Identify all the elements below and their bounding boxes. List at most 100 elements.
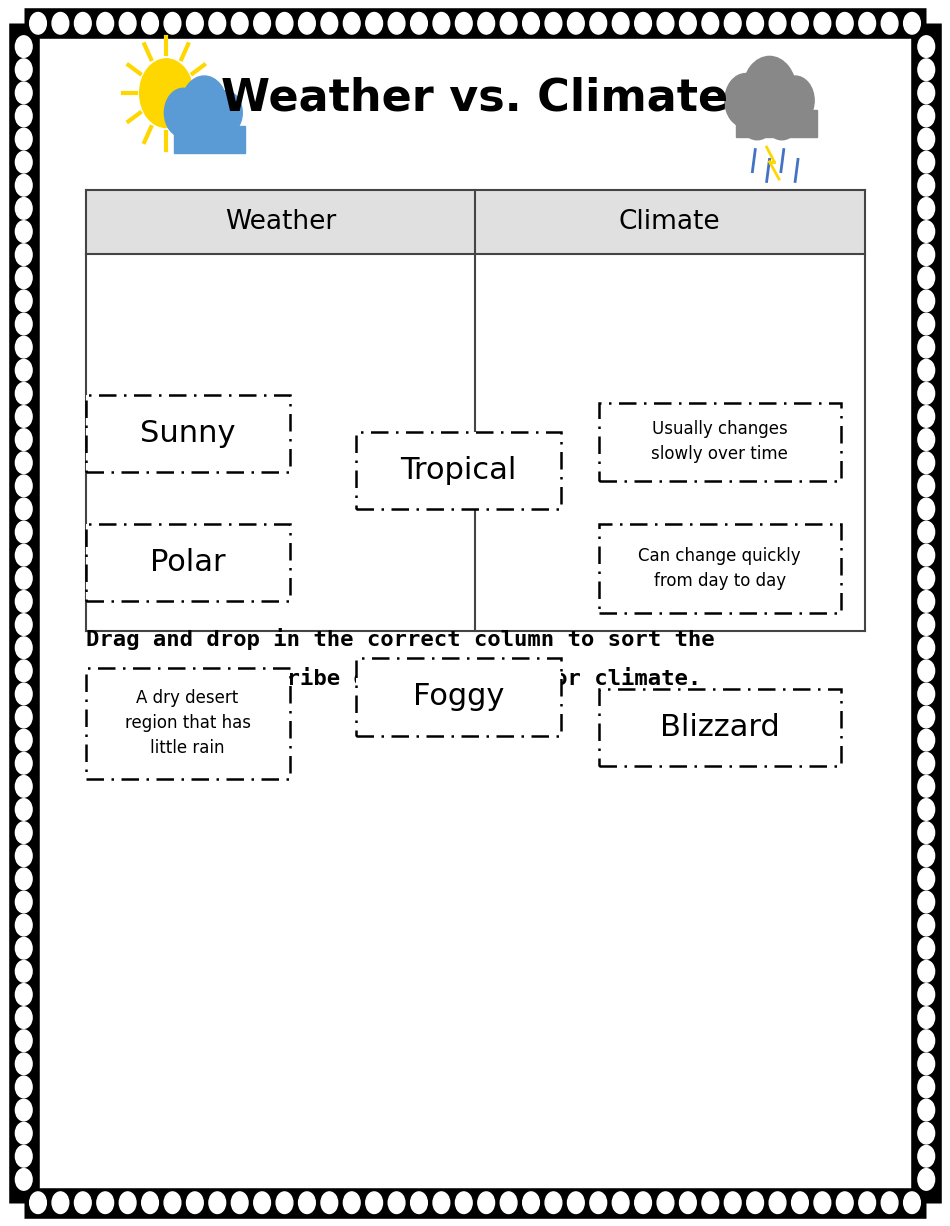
Bar [86,668,290,779]
Circle shape [918,291,935,311]
Circle shape [738,91,776,140]
Circle shape [918,568,935,590]
Circle shape [209,1192,226,1214]
Circle shape [15,1007,32,1029]
Circle shape [209,12,226,34]
Circle shape [15,359,32,381]
Circle shape [15,683,32,705]
Circle shape [15,151,32,173]
Text: terms that describe either weather or climate.: terms that describe either weather or cl… [86,669,701,689]
Circle shape [918,938,935,959]
Circle shape [298,1192,315,1214]
Bar [598,524,841,613]
Circle shape [791,1192,808,1214]
Circle shape [181,76,227,135]
Circle shape [410,1192,428,1214]
Circle shape [918,1030,935,1052]
Bar [86,190,865,631]
Bar [86,524,290,601]
Circle shape [903,1192,921,1214]
Bar [598,403,841,481]
Circle shape [918,591,935,612]
Circle shape [478,1192,495,1214]
Circle shape [15,291,32,311]
Circle shape [918,891,935,913]
Circle shape [791,12,808,34]
Circle shape [15,1100,32,1121]
Circle shape [918,706,935,728]
Circle shape [918,151,935,173]
Circle shape [859,12,876,34]
Text: Tropical: Tropical [400,456,517,484]
Circle shape [859,1192,876,1214]
Bar [356,658,560,736]
Circle shape [120,12,136,34]
Circle shape [918,960,935,982]
Circle shape [918,36,935,58]
Circle shape [433,1192,449,1214]
Circle shape [455,1192,472,1214]
Circle shape [903,12,921,34]
Bar [598,689,841,766]
Circle shape [882,1192,898,1214]
Circle shape [389,12,405,34]
Circle shape [15,452,32,473]
Circle shape [918,197,935,219]
Circle shape [15,591,32,612]
Circle shape [29,12,47,34]
Bar [356,432,560,509]
Circle shape [918,1053,935,1075]
Circle shape [164,12,180,34]
Circle shape [478,12,495,34]
Circle shape [918,868,935,890]
Circle shape [567,1192,584,1214]
Circle shape [343,12,360,34]
Circle shape [836,12,853,34]
Circle shape [918,452,935,473]
Circle shape [918,82,935,104]
Circle shape [186,1192,203,1214]
Circle shape [918,798,935,820]
Circle shape [208,91,242,135]
Circle shape [15,197,32,219]
Circle shape [501,1192,517,1214]
Circle shape [918,474,935,497]
Circle shape [198,105,232,150]
Circle shape [164,88,202,137]
Circle shape [702,12,718,34]
Circle shape [836,1192,853,1214]
Circle shape [298,12,315,34]
Circle shape [15,1053,32,1075]
Circle shape [15,1076,32,1097]
Circle shape [918,636,935,658]
Circle shape [15,313,32,335]
Circle shape [321,1192,337,1214]
Circle shape [776,76,814,125]
Circle shape [545,12,561,34]
Circle shape [725,74,767,128]
Circle shape [321,12,337,34]
Circle shape [29,1192,47,1214]
Circle shape [15,1145,32,1167]
Text: Usually changes
slowly over time: Usually changes slowly over time [651,421,788,463]
Text: Climate: Climate [619,208,720,235]
Circle shape [770,12,786,34]
Circle shape [15,960,32,982]
Circle shape [918,429,935,450]
Circle shape [15,336,32,358]
Circle shape [455,12,472,34]
Text: Can change quickly
from day to day: Can change quickly from day to day [638,547,801,590]
Circle shape [433,12,449,34]
Circle shape [613,12,629,34]
Circle shape [366,1192,383,1214]
Circle shape [657,12,674,34]
Circle shape [918,359,935,381]
Circle shape [918,544,935,566]
Circle shape [918,129,935,150]
Circle shape [613,1192,629,1214]
Circle shape [15,660,32,682]
Circle shape [15,244,32,266]
Circle shape [254,1192,271,1214]
Circle shape [15,636,32,658]
Circle shape [15,1122,32,1144]
